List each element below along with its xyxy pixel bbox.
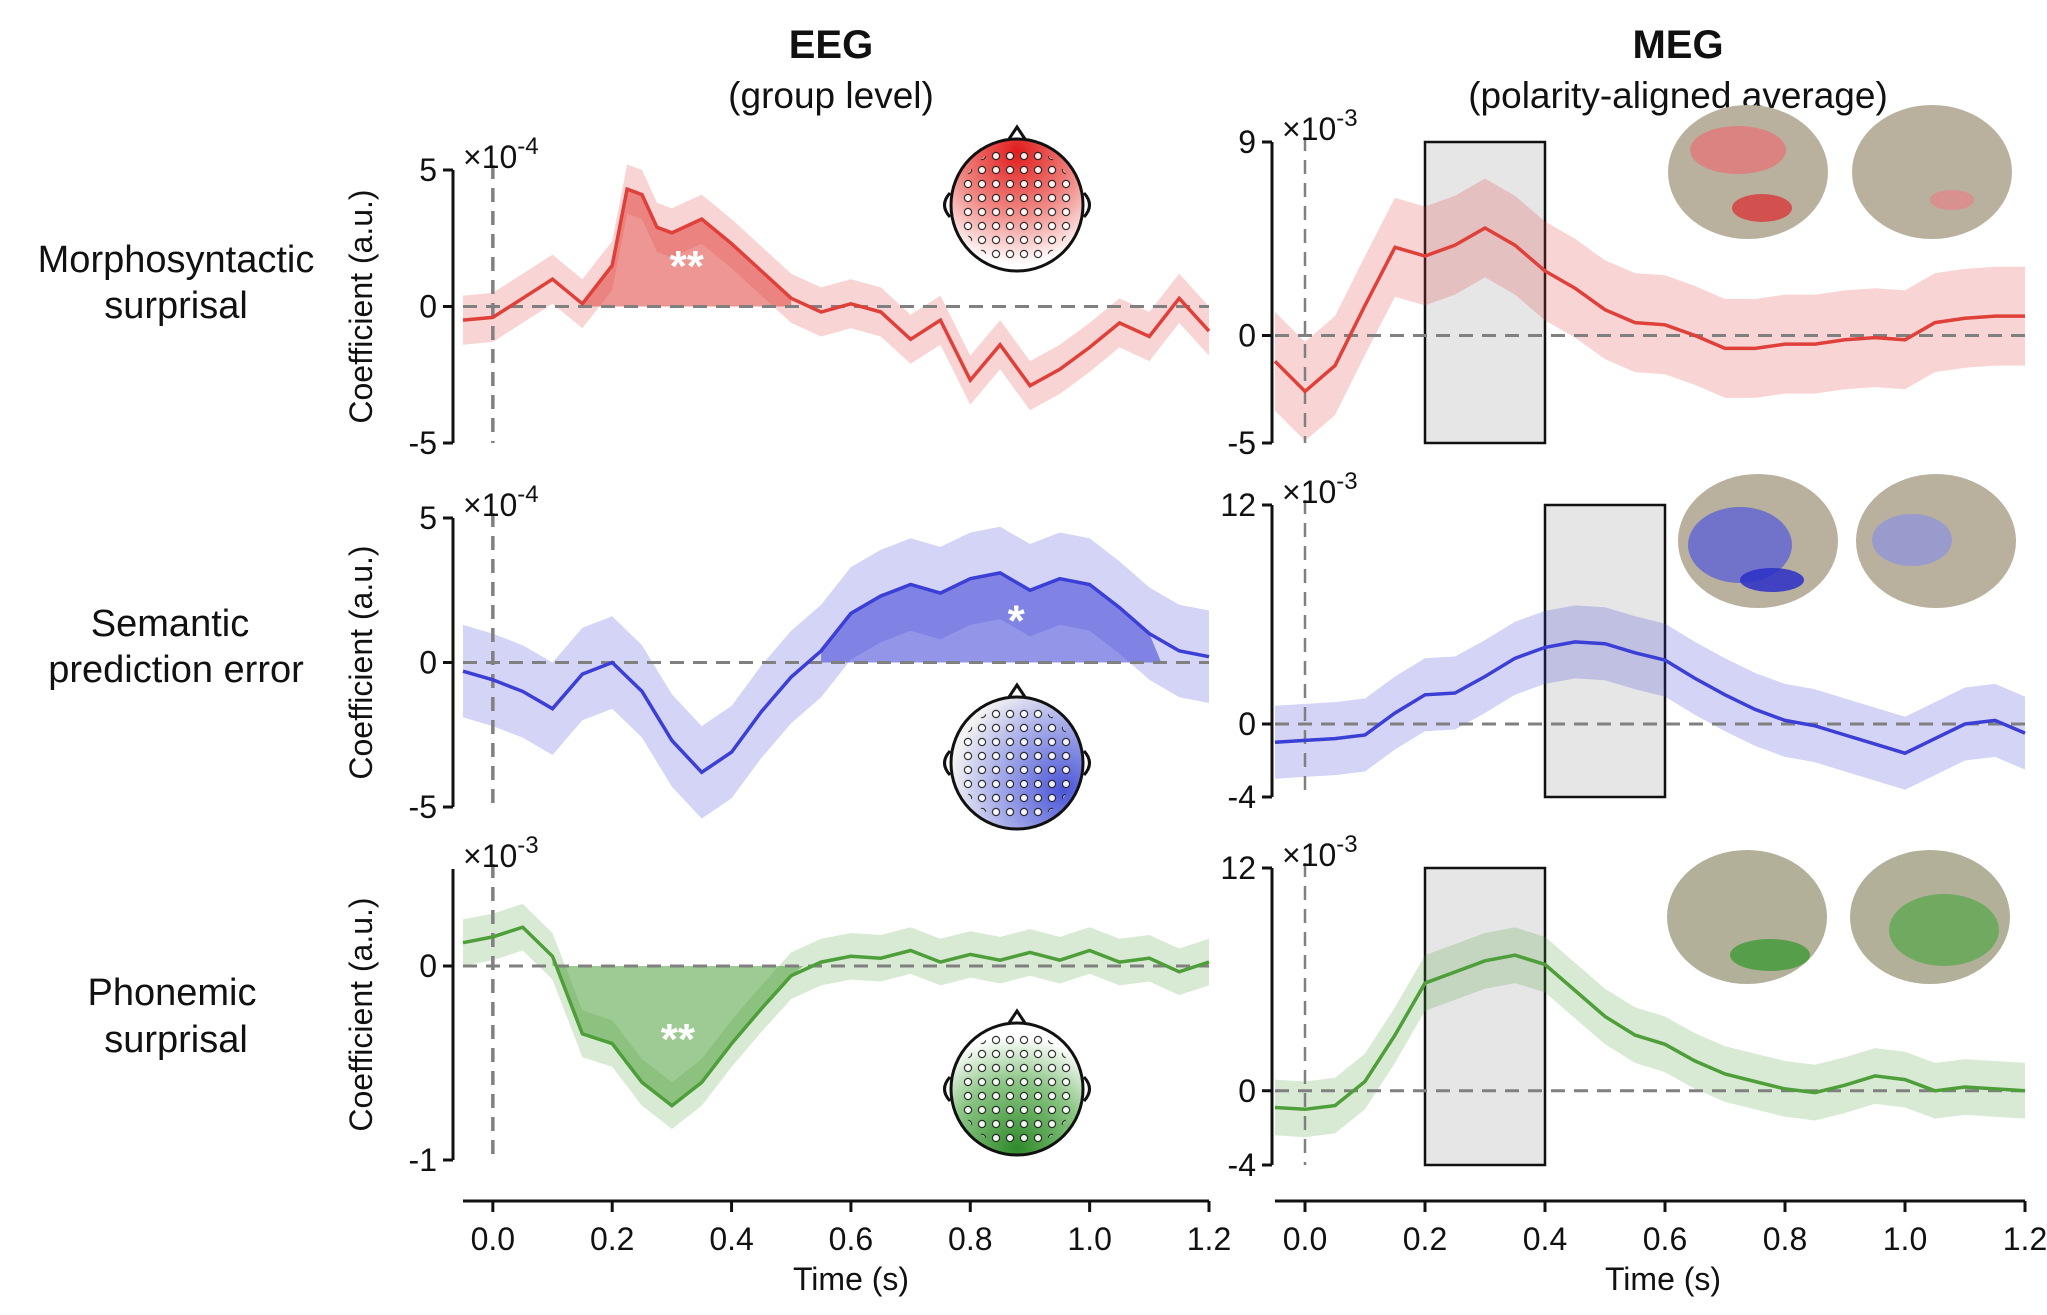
eeg-xtick-label: 1.0 [1067,1221,1111,1257]
eeg-morphosyntactic-significance-stars: ** [670,242,705,291]
meg-phonemic-ytick-label: -4 [1228,1147,1256,1183]
meg-xtick-label: 0.6 [1643,1221,1687,1257]
meg-xtick-label: 0.8 [1763,1221,1807,1257]
meg-semantic-time-window [1543,503,1667,799]
eeg-phonemic-ytick-label: 0 [419,948,437,984]
meg-xtick-label: 0.2 [1403,1221,1447,1257]
meg-semantic-ytick-label: -4 [1228,779,1256,815]
panels: 5 0 -5 ×10-4 Coefficient (a.u.) ** 5 0 -5 ×10-4 Co… [343,105,2026,1183]
eeg-x-label: Time (s) [793,1261,909,1297]
eeg-xtick-label: 0.2 [590,1221,634,1257]
meg-phonemic-ci-band [1275,927,2025,1138]
eeg-xtick-label: 1.2 [1187,1221,1231,1257]
meg-semantic-ytick-label: 0 [1238,706,1256,742]
meg-xtick-label: 0.0 [1283,1221,1327,1257]
eeg-semantic-mean-line [462,571,1210,775]
meg-morphosyntactic-ci-band [1275,178,2025,441]
eeg-phonemic-mean-line [462,925,1210,1108]
meg-morphosyntactic-ytick-label: 0 [1238,318,1256,354]
row-label-semantic-2: prediction error [48,649,304,691]
meg-morphosyntactic-multiplier: ×10-3 [1282,105,1358,147]
eeg-xtick-label: 0.8 [948,1221,992,1257]
eeg-title: EEG [789,23,873,67]
eeg-morphosyntactic-significant-cluster [582,189,792,307]
eeg-phonemic-panel: 0 -1 ×10-3 Coefficient (a.u.) ** [343,832,1210,1178]
meg-phonemic-multiplier: ×10-3 [1282,831,1358,873]
eeg-semantic-ytick-label: 5 [419,500,437,536]
meg-morphosyntactic-panel: 9 0 -5 ×10-3 [1228,105,2025,461]
eeg-semantic-significant-cluster [821,572,1162,663]
meg-semantic-ytick-label: 12 [1220,487,1256,523]
row-label-semantic-1: Semantic [91,603,249,645]
eeg-morphosyntactic-panel: 5 0 -5 ×10-4 Coefficient (a.u.) ** [343,133,1211,461]
eeg-semantic-y-label: Coefficient (a.u.) [343,545,379,779]
scalp-topography-red [943,124,1091,273]
eeg-phonemic-ytick-label: -1 [409,1142,437,1178]
eeg-morphosyntactic-multiplier: ×10-4 [463,133,539,175]
row-label-phonemic-1: Phonemic [88,972,257,1014]
meg-morphosyntactic-time-window [1423,140,1547,445]
eeg-morphosyntactic-y-label: Coefficient (a.u.) [343,189,379,423]
eeg-semantic-significance-stars: * [1008,597,1026,646]
meg-title: MEG [1632,23,1723,67]
eeg-morphosyntactic-ci-band [463,164,1209,411]
eeg-semantic-panel: 5 0 -5 ×10-4 Coefficient (a.u.) * [343,481,1210,825]
meg-xtick-label: 0.4 [1523,1221,1567,1257]
eeg-xtick-label: 0.6 [829,1221,873,1257]
eeg-xtick-label: 0.0 [471,1221,515,1257]
meg-semantic-ci-band [1275,605,2025,790]
eeg-semantic-multiplier: ×10-4 [463,481,539,523]
eeg-phonemic-significance-stars: ** [661,1015,696,1064]
brain-render-blue [1678,474,2016,608]
row-label-morphosyntactic-2: surprisal [104,285,248,327]
row-label-phonemic-2: surprisal [104,1019,248,1061]
eeg-xtick-label: 0.4 [709,1221,753,1257]
eeg-morphosyntactic-ytick-label: -5 [409,425,437,461]
meg-xtick-label: 1.0 [1883,1221,1927,1257]
meg-phonemic-mean-line [1274,953,2026,1112]
meg-morphosyntactic-mean-line [1273,225,2025,394]
meg-x-label: Time (s) [1605,1261,1721,1297]
meg-morphosyntactic-ytick-label: -5 [1228,425,1256,461]
eeg-phonemic-significant-cluster [552,956,804,1106]
eeg-subtitle: (group level) [728,75,934,116]
scalp-topography-green [943,1008,1091,1157]
eeg-semantic-ytick-label: -5 [409,789,437,825]
meg-phonemic-time-window [1423,866,1547,1167]
brain-render-red [1668,105,2012,239]
row-label-morphosyntactic-1: Morphosyntactic [38,239,315,281]
meg-phonemic-ytick-label: 12 [1220,850,1256,886]
meg-semantic-mean-line [1274,640,2026,756]
eeg-morphosyntactic-ytick-label: 0 [419,289,437,325]
eeg-phonemic-y-label: Coefficient (a.u.) [343,897,379,1131]
brain-render-green [1667,850,2010,984]
eeg-phonemic-multiplier: ×10-3 [463,832,539,874]
eeg-morphosyntactic-ytick-label: 5 [419,152,437,188]
scalp-topography-blue [943,682,1091,831]
meg-morphosyntactic-ytick-label: 9 [1238,124,1256,160]
eeg-semantic-ytick-label: 0 [419,645,437,681]
eeg-semantic-ci-band [463,526,1209,819]
meg-phonemic-ytick-label: 0 [1238,1073,1256,1109]
meg-subtitle: (polarity-aligned average) [1468,75,1888,116]
meg-semantic-multiplier: ×10-3 [1282,468,1358,510]
meg-xtick-label: 1.2 [2003,1221,2047,1257]
eeg-morphosyntactic-mean-line [462,186,1211,388]
x-ticks: 0.0 0.2 0.4 0.6 0.8 1.0 1.2 0.0 0.2 0.4 0.6 0.8 1.0 1… [471,1201,2047,1257]
